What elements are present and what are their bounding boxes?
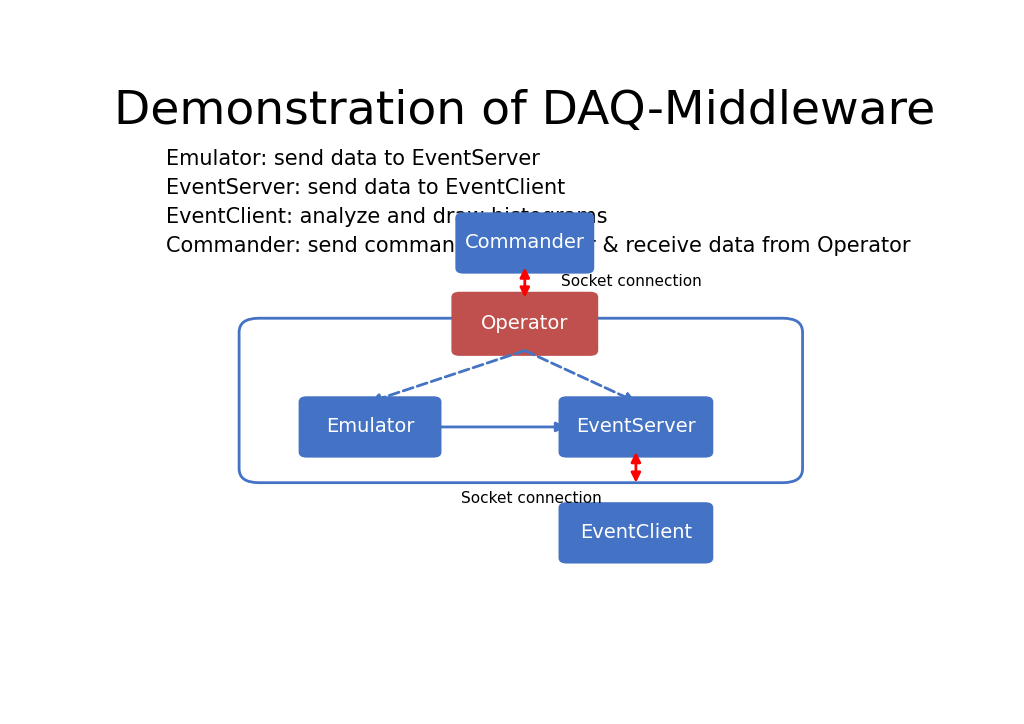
Text: Socket connection: Socket connection: [461, 491, 602, 506]
Text: Commander: send command to Operator & receive data from Operator: Commander: send command to Operator & re…: [166, 236, 910, 256]
FancyBboxPatch shape: [558, 502, 714, 563]
Text: Socket connection: Socket connection: [560, 274, 701, 290]
FancyBboxPatch shape: [299, 396, 441, 458]
Text: Emulator: Emulator: [326, 418, 415, 437]
Text: Emulator: send data to EventServer: Emulator: send data to EventServer: [166, 149, 540, 169]
FancyBboxPatch shape: [558, 396, 714, 458]
Text: EventClient: analyze and draw histograms: EventClient: analyze and draw histograms: [166, 207, 607, 227]
Text: EventServer: send data to EventClient: EventServer: send data to EventClient: [166, 178, 565, 198]
Text: EventServer: EventServer: [577, 418, 695, 437]
Text: Commander: Commander: [465, 233, 585, 253]
Text: Demonstration of DAQ-Middleware: Demonstration of DAQ-Middleware: [114, 90, 936, 135]
Text: Operator: Operator: [481, 314, 568, 333]
FancyBboxPatch shape: [452, 292, 598, 356]
Text: EventClient: EventClient: [580, 523, 692, 542]
FancyBboxPatch shape: [456, 212, 594, 274]
